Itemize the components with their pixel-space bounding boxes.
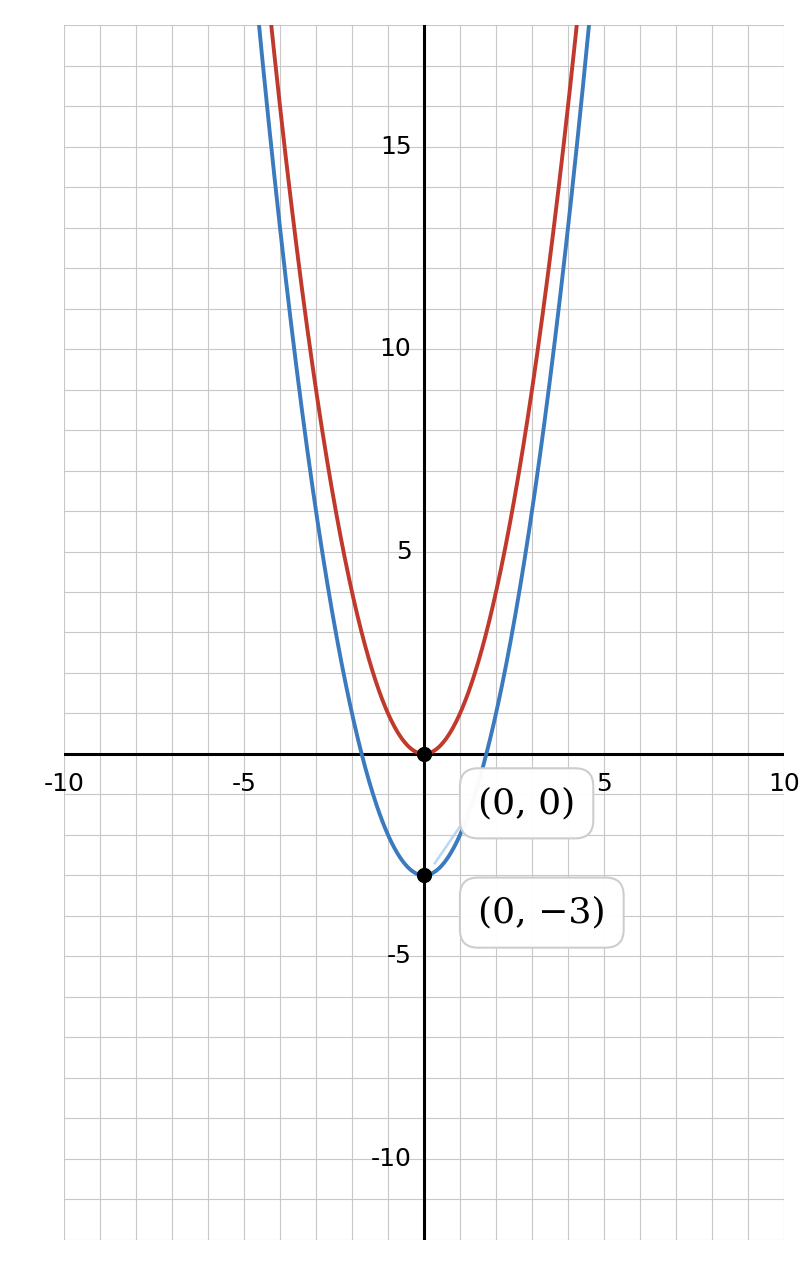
Text: -10: -10 — [43, 772, 85, 796]
Text: (0, 0): (0, 0) — [478, 787, 575, 820]
Text: 10: 10 — [768, 772, 800, 796]
Text: 5: 5 — [396, 540, 411, 563]
Text: 15: 15 — [380, 135, 411, 158]
Text: 10: 10 — [380, 338, 411, 361]
Text: -5: -5 — [386, 945, 411, 968]
Text: -10: -10 — [370, 1147, 411, 1170]
Text: -5: -5 — [231, 772, 257, 796]
Text: (0, −3): (0, −3) — [478, 896, 606, 930]
Text: 5: 5 — [596, 772, 612, 796]
